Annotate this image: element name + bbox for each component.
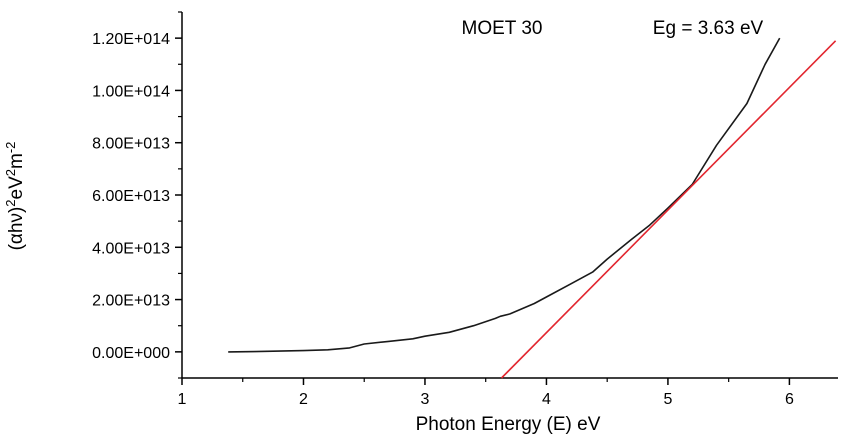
bandgap-annotation: Eg = 3.63 eV [653,18,764,39]
y-tick-label: 2.00E+013 [92,293,170,310]
x-tick-label: 3 [421,391,430,408]
y-label-text: (αhν) [6,207,27,251]
y-label-superscript: -2 [3,142,18,154]
y-tick-label: 1.00E+014 [92,83,170,100]
sample-annotation: MOET 30 [462,18,543,39]
linear-fit-line [500,40,837,379]
x-tick-label: 5 [663,391,672,408]
y-tick-label: 0.00E+000 [92,345,170,362]
y-label-superscript: 2 [3,169,18,176]
series-group [228,37,837,379]
x-tick-label: 2 [299,391,308,408]
y-axis-label: (αhν)2eV2m-2 [3,142,28,251]
y-ticks: 0.00E+000 2.00E+013 4.00E+013 6.00E+013 8.00… [92,11,182,379]
y-tick-label: 8.00E+013 [92,136,170,153]
y-label-text: eV [6,176,27,200]
y-tick-label: 4.00E+013 [92,240,170,257]
y-tick-label: 1.20E+014 [92,31,170,48]
y-tick-label: 6.00E+013 [92,188,170,205]
y-label-superscript: 2 [3,199,18,206]
x-tick-label: 6 [785,391,794,408]
absorption-curve [228,37,781,353]
x-tick-label: 1 [178,391,187,408]
axes [181,12,838,379]
y-label-text: m [6,153,27,169]
x-axis-label: Photon Energy (E) eV [416,414,601,435]
x-ticks: 1 2 3 4 5 6 [178,378,794,408]
x-tick-label: 4 [542,391,551,408]
